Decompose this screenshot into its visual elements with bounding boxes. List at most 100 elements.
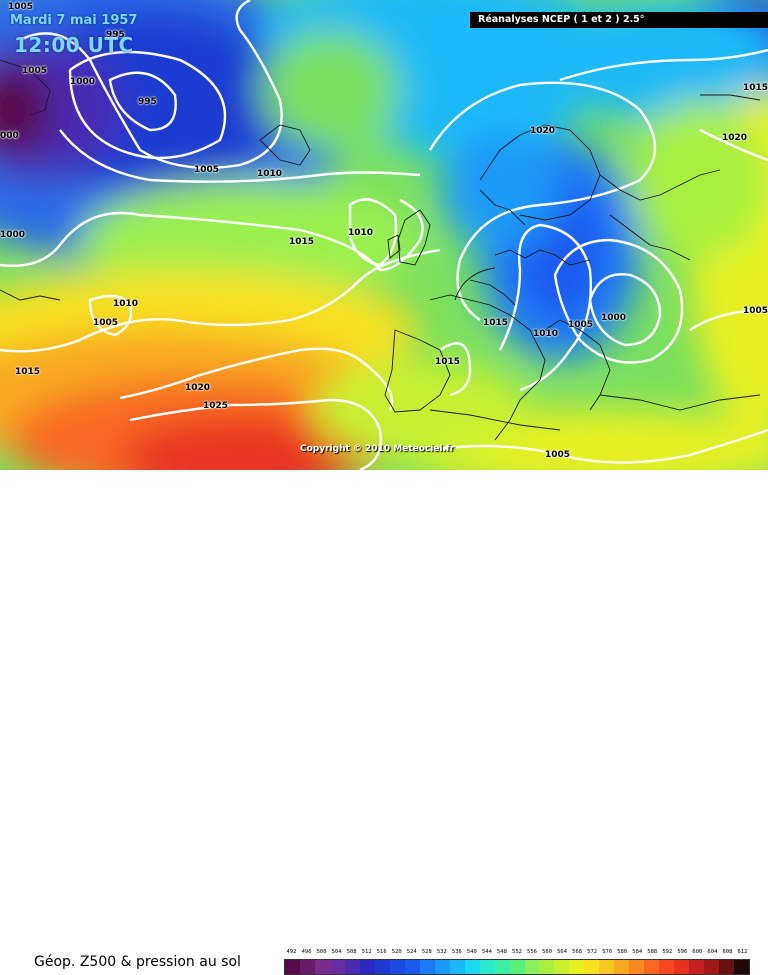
isobar-label: 995 <box>138 97 157 107</box>
legend-swatch <box>554 960 570 974</box>
legend-tick: 524 <box>406 949 417 955</box>
legend-tick: 572 <box>587 949 598 955</box>
legend-tick: 516 <box>376 949 387 955</box>
isobar-label: 1000 <box>70 77 96 87</box>
isobar-label: 1005 <box>8 2 34 12</box>
legend-swatch <box>539 960 555 974</box>
legend-swatch <box>494 960 510 974</box>
legend-swatch <box>464 960 480 974</box>
z500-field <box>0 0 768 470</box>
legend-tick: 552 <box>512 949 522 955</box>
legend-swatch <box>599 960 615 974</box>
legend-swatch <box>704 960 720 974</box>
legend-tick: 536 <box>451 949 462 955</box>
legend-swatch <box>449 960 465 974</box>
legend-tick: 592 <box>662 949 673 955</box>
isobar-label: 1015 <box>15 367 41 377</box>
isobar-label: 1010 <box>113 299 139 309</box>
legend-tick-labels: 492 496 500 504 508 512 516 520 524 528 532 536 540 5… <box>284 949 750 958</box>
reanalysis-label: Réanalyses NCEP ( 1 et 2 ) 2.5° <box>470 12 768 28</box>
legend-color-scale <box>284 959 750 975</box>
isobar-label: 1025 <box>203 401 229 411</box>
legend-tick: 612 <box>737 949 748 955</box>
legend-tick: 532 <box>436 949 447 955</box>
legend-tick: 568 <box>572 949 583 955</box>
legend-tick: 608 <box>722 949 733 955</box>
isobar-label: 1005 <box>568 320 594 330</box>
legend-tick: 504 <box>331 949 342 955</box>
legend-tick: 508 <box>346 949 357 955</box>
legend-swatch <box>614 960 630 974</box>
legend-swatch <box>389 960 405 974</box>
isobar-label: 1010 <box>348 228 374 238</box>
legend-swatch <box>434 960 450 974</box>
legend-tick: 512 <box>361 949 372 955</box>
legend-tick: 604 <box>707 949 718 955</box>
legend-swatch <box>344 960 360 974</box>
legend-swatch <box>329 960 345 974</box>
legend-tick: 564 <box>557 949 568 955</box>
legend-tick: 548 <box>496 949 507 955</box>
isobar-label: 1015 <box>743 83 768 93</box>
legend-swatch <box>374 960 390 974</box>
legend-tick: 528 <box>421 949 432 955</box>
isobars <box>0 0 768 470</box>
isobar-label: 1005 <box>545 450 571 460</box>
isobar-label: 1020 <box>722 133 748 143</box>
legend-swatch <box>524 960 540 974</box>
legend-tick: 580 <box>617 949 628 955</box>
legend-swatch <box>299 960 315 974</box>
legend-tick: 540 <box>466 949 477 955</box>
legend-tick: 556 <box>527 949 537 955</box>
legend-swatch <box>419 960 435 974</box>
legend-tick: 596 <box>677 949 688 955</box>
isobar-label: 1010 <box>257 169 283 179</box>
isobar-label: 1020 <box>530 126 556 136</box>
weather-map: Mardi 7 mai 1957 12:00 UTC Réanalyses NC… <box>0 0 768 470</box>
isobar-label: 995 <box>106 30 125 40</box>
isobar-label: 1015 <box>435 357 461 367</box>
legend-swatch <box>509 960 525 974</box>
legend-tick: 544 <box>481 949 492 955</box>
legend-swatch <box>584 960 600 974</box>
isobar-label: 1005 <box>93 318 119 328</box>
isobar-label: 1000 <box>0 230 26 240</box>
legend-swatch <box>359 960 375 974</box>
time-label: 12:00 UTC <box>14 33 134 57</box>
isobar-label: 1020 <box>185 383 211 393</box>
legend-swatch <box>659 960 675 974</box>
legend-swatch <box>569 960 585 974</box>
legend-footer: Géop. Z500 & pression au sol 492 496 500 50… <box>0 470 768 975</box>
isobar-label: 1005 <box>22 66 48 76</box>
legend-swatch <box>689 960 705 974</box>
isobar-label: 1005 <box>743 306 768 316</box>
legend-tick: 600 <box>692 949 703 955</box>
isobar-label: 000 <box>0 131 19 141</box>
legend-swatch <box>674 960 690 974</box>
isobar-label: 1010 <box>533 329 559 339</box>
legend-tick: 560 <box>542 949 553 955</box>
legend-tick: 584 <box>632 949 643 955</box>
isobar-label: 1000 <box>601 313 627 323</box>
legend-title: Géop. Z500 & pression au sol <box>34 954 241 970</box>
legend-tick: 588 <box>647 949 658 955</box>
legend-tick: 492 <box>286 949 297 955</box>
isobar-label: 1015 <box>483 318 509 328</box>
legend-tick: 576 <box>602 949 613 955</box>
coastlines <box>0 59 761 441</box>
copyright-notice: Copyright © 2010 Meteociel.fr <box>300 444 455 454</box>
isobar-label: 1015 <box>289 237 315 247</box>
legend-swatch <box>479 960 495 974</box>
isobar-label: 1005 <box>194 165 220 175</box>
legend-tick: 520 <box>391 949 402 955</box>
legend-tick: 500 <box>316 949 327 955</box>
legend-tick: 496 <box>301 949 312 955</box>
legend-swatch <box>734 960 750 974</box>
legend-swatch <box>285 960 300 974</box>
legend-swatch <box>629 960 645 974</box>
legend-swatch <box>314 960 330 974</box>
legend-swatch <box>644 960 660 974</box>
legend-swatch <box>404 960 420 974</box>
date-label: Mardi 7 mai 1957 <box>10 13 138 28</box>
legend-swatch <box>719 960 735 974</box>
